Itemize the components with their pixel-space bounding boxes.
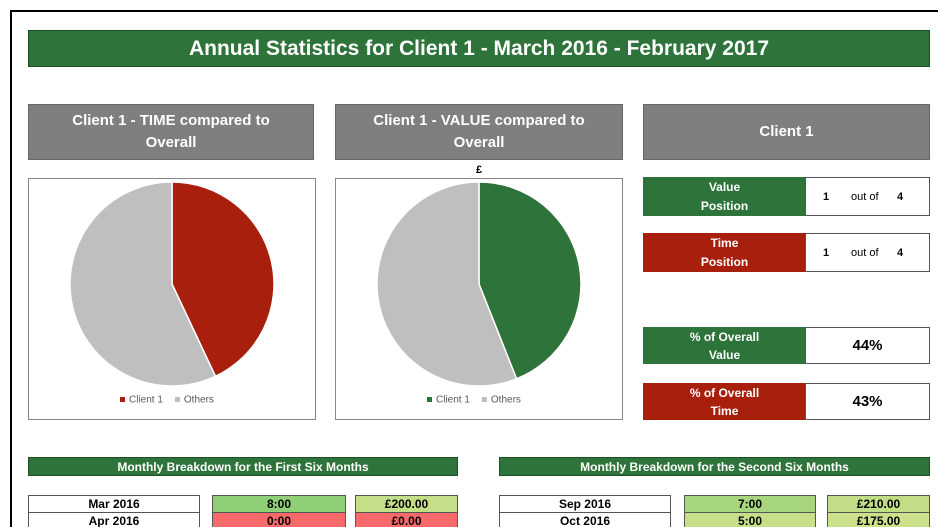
position-box: 1 out of 4 bbox=[805, 177, 930, 216]
legend-swatch bbox=[427, 397, 432, 402]
legend-label: Client 1 bbox=[436, 395, 470, 406]
breakdown-title-text: Monthly Breakdown for the First Six Mont… bbox=[117, 459, 369, 474]
month-cell: Mar 2016 bbox=[28, 495, 200, 513]
time-cell: 8:00 bbox=[212, 495, 346, 513]
share-label: % of Overall Value bbox=[643, 327, 806, 364]
legend-label: Client 1 bbox=[129, 395, 163, 406]
month-cell-text: Apr 2016 bbox=[88, 514, 140, 527]
legend-label: Others bbox=[491, 395, 521, 406]
heading: Client 1 - VALUE compared to Overall bbox=[335, 104, 623, 160]
position-separator: out of bbox=[851, 246, 879, 259]
position-separator: out of bbox=[851, 190, 879, 203]
month-cell: Sep 2016 bbox=[499, 495, 671, 513]
time-cell-text: 8:00 bbox=[266, 497, 292, 511]
position-total: 4 bbox=[897, 246, 904, 259]
breakdown-title: Monthly Breakdown for the Second Six Mon… bbox=[499, 457, 930, 476]
legend-swatch bbox=[481, 397, 487, 402]
time-cell-text: 0:00 bbox=[266, 514, 292, 527]
position-total: 4 bbox=[897, 190, 904, 203]
time-cell: 5:00 bbox=[684, 512, 816, 527]
chart-subtitle: £ bbox=[476, 164, 482, 176]
title-bar: Annual Statistics for Client 1 - March 2… bbox=[28, 30, 930, 67]
share-label: % of Overall Time bbox=[643, 383, 806, 420]
chart-box bbox=[28, 178, 316, 420]
share-value: 43% bbox=[805, 383, 930, 420]
value-cell-text: £0.00 bbox=[391, 514, 422, 527]
position-label: Time Position bbox=[643, 233, 806, 272]
chart-box bbox=[335, 178, 623, 420]
share-value-text: 44% bbox=[852, 337, 883, 354]
legend-swatch bbox=[120, 397, 125, 402]
share-value-text: 43% bbox=[852, 393, 883, 410]
month-cell: Oct 2016 bbox=[499, 512, 671, 527]
value-cell-text: £210.00 bbox=[856, 497, 901, 511]
time-cell: 7:00 bbox=[684, 495, 816, 513]
pie-slice bbox=[478, 181, 582, 380]
time-cell-text: 7:00 bbox=[737, 497, 763, 511]
pie-slice bbox=[376, 181, 518, 387]
heading-text: Client 1 - VALUE compared to Overall bbox=[373, 112, 585, 151]
month-cell: Apr 2016 bbox=[28, 512, 200, 527]
breakdown-title-text: Monthly Breakdown for the Second Six Mon… bbox=[580, 459, 849, 474]
month-cell-text: Mar 2016 bbox=[88, 497, 140, 511]
value-cell-text: £175.00 bbox=[856, 514, 901, 527]
frame bbox=[10, 10, 938, 527]
value-cell: £175.00 bbox=[827, 512, 930, 527]
position-label-text: Time Position bbox=[700, 235, 749, 269]
time-cell: 0:00 bbox=[212, 512, 346, 527]
position-label-text: Value Position bbox=[700, 179, 749, 213]
heading: Client 1 - TIME compared to Overall bbox=[28, 104, 314, 160]
pie-slice bbox=[171, 181, 275, 378]
time-cell-text: 5:00 bbox=[737, 514, 763, 527]
heading: Client 1 bbox=[643, 104, 930, 160]
position-rank: 1 bbox=[823, 190, 830, 203]
position-label: Value Position bbox=[643, 177, 806, 216]
month-cell-text: Oct 2016 bbox=[559, 514, 611, 527]
position-rank: 1 bbox=[823, 246, 830, 259]
value-cell: £200.00 bbox=[355, 495, 458, 513]
month-cell-text: Sep 2016 bbox=[558, 497, 612, 511]
share-value: 44% bbox=[805, 327, 930, 364]
legend-swatch bbox=[174, 397, 180, 402]
legend-label: Others bbox=[184, 395, 214, 406]
value-cell-text: £200.00 bbox=[384, 497, 429, 511]
share-label-text: % of Overall Value bbox=[689, 329, 760, 362]
heading-text: Client 1 bbox=[759, 123, 814, 140]
heading-text: Client 1 - TIME compared to Overall bbox=[72, 112, 270, 151]
pie-slice bbox=[69, 181, 217, 387]
value-cell: £210.00 bbox=[827, 495, 930, 513]
value-cell: £0.00 bbox=[355, 512, 458, 527]
share-label-text: % of Overall Time bbox=[689, 385, 760, 418]
breakdown-title: Monthly Breakdown for the First Six Mont… bbox=[28, 457, 458, 476]
position-box: 1 out of 4 bbox=[805, 233, 930, 272]
